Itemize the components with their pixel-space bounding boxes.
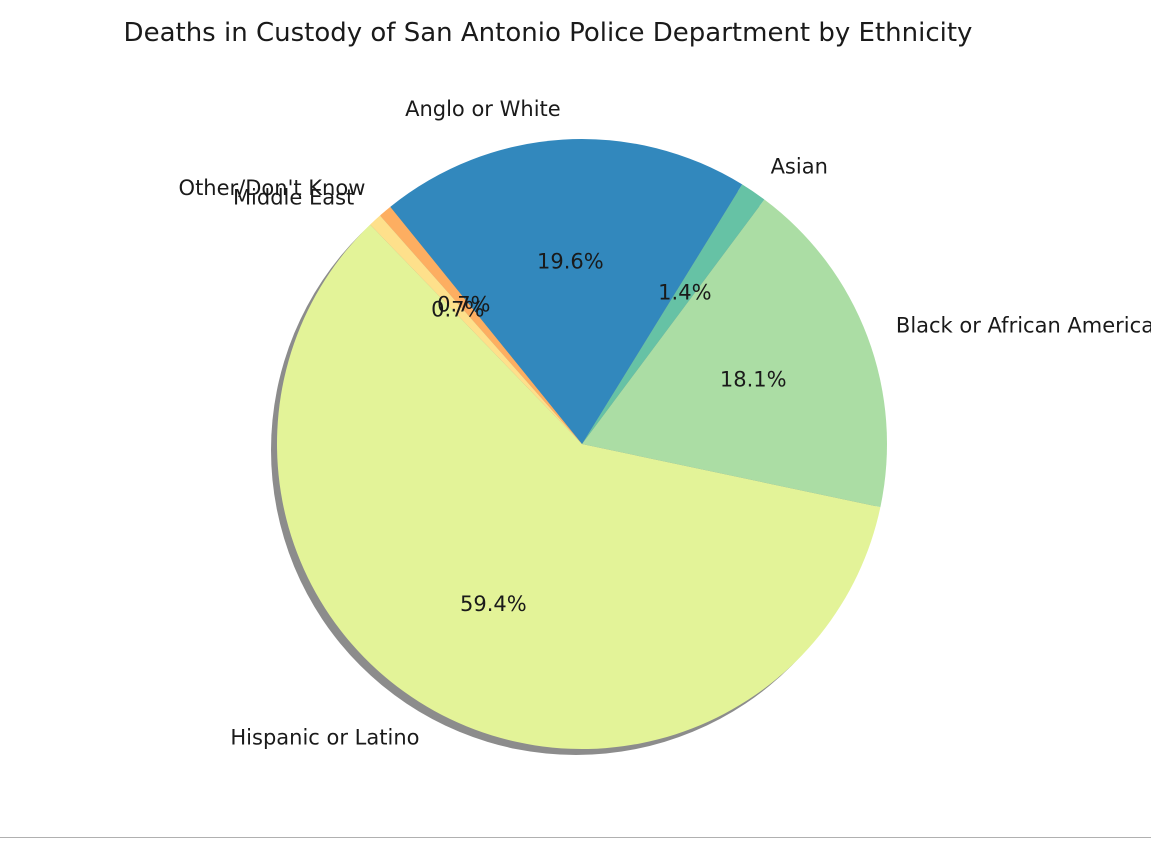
pie-slice-hispanic-or-latino: [277, 224, 881, 750]
slice-label: Anglo or White: [405, 97, 561, 121]
slice-label: Middle East: [233, 186, 354, 210]
slice-percent-label: 19.6%: [537, 249, 604, 273]
bottom-divider: [0, 837, 1151, 838]
pie-slice-asian: [582, 184, 765, 444]
slice-percent-label: 0.7%: [437, 292, 490, 316]
pie-labels: Hispanic or Latino Black or African Ameri…: [179, 97, 1151, 749]
slice-percent-label: 1.4%: [658, 281, 711, 305]
pie-slice-black-or-african-american: [582, 199, 887, 508]
chart-title: Deaths in Custody of San Antonio Police …: [124, 18, 973, 48]
slice-label: Hispanic or Latino: [230, 726, 419, 750]
pie-slices: [277, 139, 887, 750]
slice-percent-label: 0.7%: [431, 298, 484, 322]
pie-slice-anglo-or-white: [390, 139, 743, 444]
pie-slice-middle-east: [370, 215, 582, 444]
pie-slice-other-don-t-know: [379, 206, 582, 444]
slice-percent-label: 18.1%: [720, 367, 787, 391]
pie-percent-labels: 59.4% 18.1% 1.4% 19.6% 0.7%0.7%: [431, 249, 786, 616]
slice-label: Asian: [771, 155, 828, 179]
slice-label: Other/Don't Know: [179, 176, 366, 200]
slice-label: Black or African American: [896, 314, 1151, 338]
slice-percent-label: 59.4%: [460, 592, 527, 616]
